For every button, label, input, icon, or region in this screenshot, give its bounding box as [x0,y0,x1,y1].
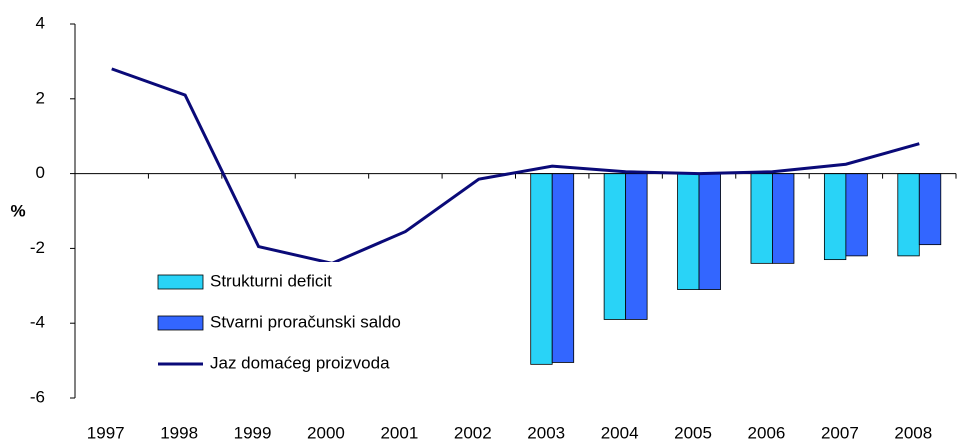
y-tick-label: -4 [30,313,45,332]
bar [897,173,920,257]
x-tick-label: 1998 [160,423,198,441]
x-tick-label: 2003 [527,423,565,441]
bar [677,173,700,290]
bar [551,173,575,363]
x-tick-label: 2001 [380,423,418,441]
bar [530,173,553,365]
bar [823,173,847,261]
x-tick-label: 2002 [454,423,492,441]
bar [772,173,795,264]
legend-swatch [157,315,204,331]
bar [625,173,648,320]
bar [698,173,721,290]
legend-swatch [157,274,204,290]
y-tick-label: 0 [36,163,45,182]
x-tick-label: 1999 [234,423,272,441]
bar [918,173,942,246]
x-tick-label: 2005 [674,423,712,441]
y-tick-label: 2 [36,88,45,107]
bar [603,173,627,320]
y-tick-label: -2 [30,238,45,257]
legend-label: Strukturni deficit [210,271,332,290]
x-tick-label: 2004 [601,423,639,441]
y-tick-label: 4 [36,13,45,32]
legend-label: Jaz domaćeg proizvoda [210,353,390,372]
x-tick-label: 2006 [748,423,786,441]
bar [845,173,868,257]
x-tick-label: 2008 [894,423,932,441]
bar [750,173,773,264]
y-axis-label: % [10,201,25,220]
line-series [111,67,920,265]
legend-label: Stvarni proračunski saldo [210,312,401,331]
x-tick-label: 1997 [87,423,125,441]
x-tick-label: 2007 [821,423,859,441]
x-tick-label: 2000 [307,423,345,441]
y-tick-label: -6 [30,387,45,406]
